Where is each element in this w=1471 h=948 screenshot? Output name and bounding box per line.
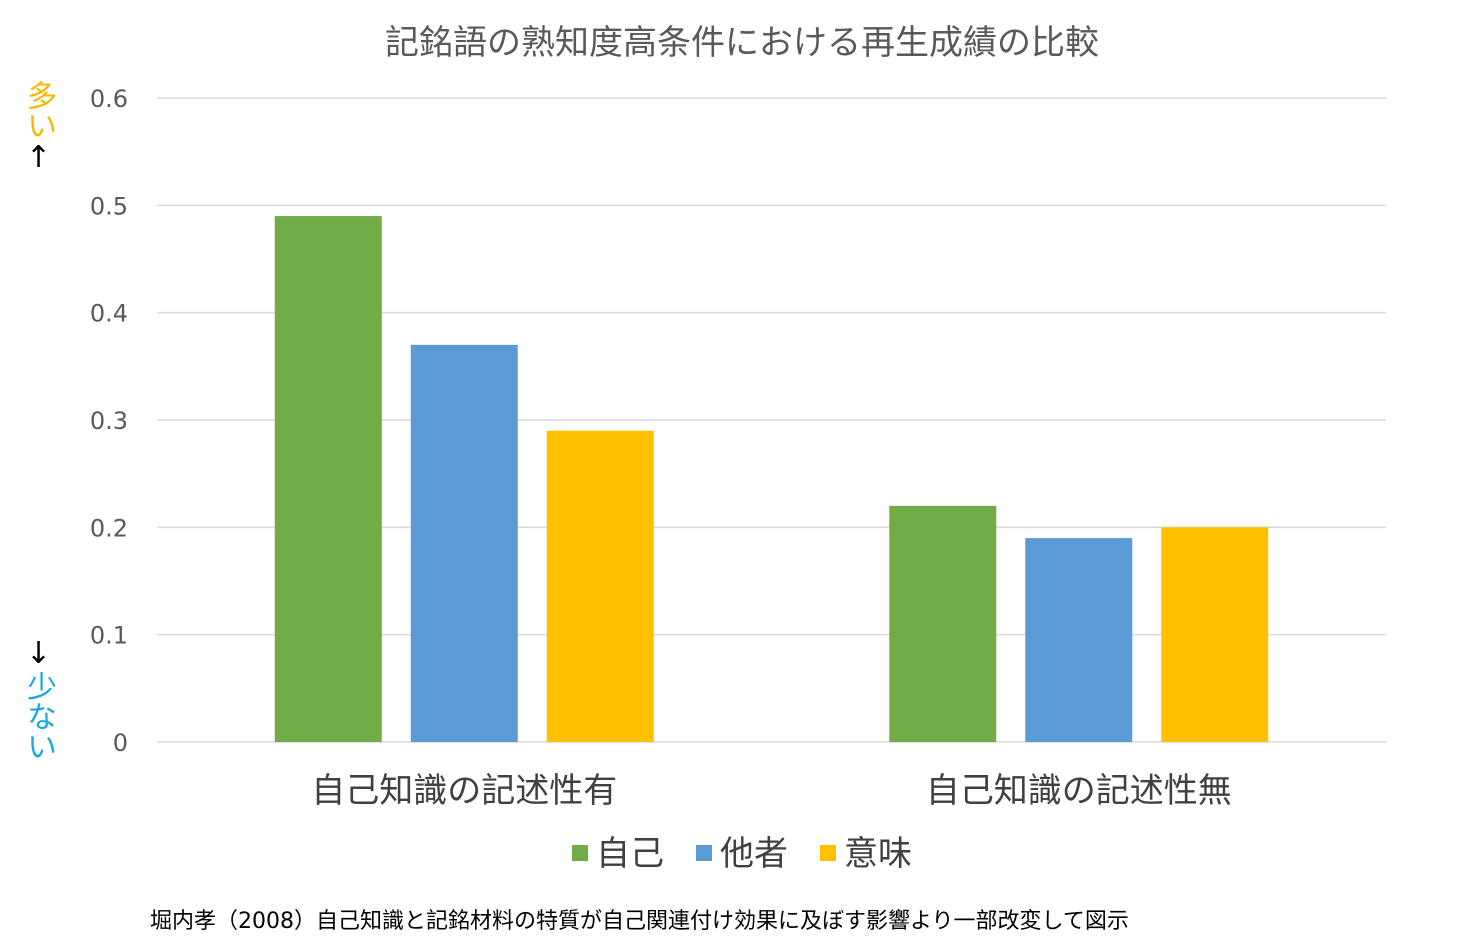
less-text: 少ない <box>21 671 56 761</box>
legend-label: 意味 <box>844 834 912 874</box>
x-category-label: 自己知識の記述性無 <box>926 771 1232 811</box>
source-footnote: 堀内孝（2008）自己知識と記銘材料の特質が自己関連付け効果に及ぼす影響より一部… <box>150 909 1129 934</box>
bar-他者-1 <box>1025 538 1133 742</box>
bars <box>274 216 1269 743</box>
bar-意味-0 <box>546 430 654 742</box>
legend-swatch <box>820 845 836 861</box>
legend-swatch <box>696 845 712 861</box>
bar-自己-0 <box>274 216 382 743</box>
y-tick-label: 0.2 <box>90 514 128 542</box>
y-tick-label: 0.3 <box>90 407 128 435</box>
less-annotation: ↓少ない <box>21 636 56 761</box>
legend-swatch <box>572 845 588 861</box>
x-category-label: 自己知識の記述性有 <box>311 771 617 811</box>
y-tick-label: 0.4 <box>90 300 128 328</box>
y-tick-label: 0.5 <box>90 192 128 220</box>
y-tick-label: 0 <box>113 729 128 757</box>
bar-自己-1 <box>889 505 997 742</box>
up-arrow-icon: ↑ <box>21 140 56 175</box>
y-tick-label: 0.1 <box>90 622 128 650</box>
bar-意味-1 <box>1161 527 1269 742</box>
legend: 自己 他者 意味 <box>572 834 912 874</box>
y-tick-label: 0.6 <box>90 85 128 113</box>
bar-他者-0 <box>410 344 518 742</box>
x-axis-labels: 自己知識の記述性有 自己知識の記述性無 <box>311 771 1232 811</box>
chart-title: 記銘語の熟知度高条件における再生成績の比較 <box>385 23 1099 63</box>
more-text: 多い <box>21 80 56 140</box>
more-annotation: 多い↑ <box>21 80 56 175</box>
legend-label: 自己 <box>596 834 664 874</box>
down-arrow-icon: ↓ <box>21 636 56 671</box>
y-axis-ticks: 0 0.1 0.2 0.3 0.4 0.5 0.6 <box>90 85 128 757</box>
legend-label: 他者 <box>720 834 788 874</box>
